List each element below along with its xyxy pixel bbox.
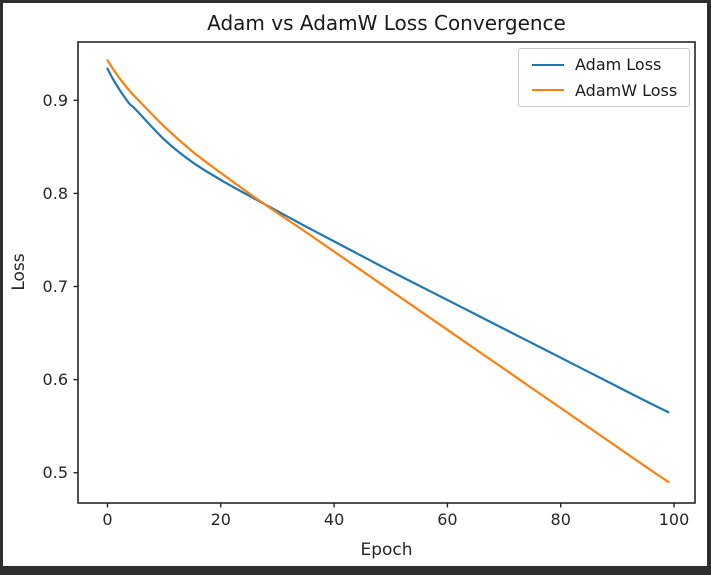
series-line-adam-loss [106,67,670,414]
x-tick-label: 20 [211,510,231,529]
x-tick-label: 60 [437,510,457,529]
figure-canvas: 0 20 40 60 80 100 0.5 0.6 0.7 0.8 0.9 Adam vs Adam… [3,3,707,566]
legend-entry: AdamW Loss [519,78,689,102]
x-tick-label: 80 [551,510,571,529]
y-tick-label: 0.7 [43,277,68,296]
y-axis-label: Loss [9,253,29,291]
axes-spines [77,41,696,504]
x-tick-label: 0 [102,510,112,529]
y-tick-label: 0.8 [43,184,68,203]
y-tick-label: 0.5 [43,463,68,482]
chart-title: Adam vs AdamW Loss Convergence [207,11,566,35]
x-axis-label: Epoch [360,540,413,560]
x-tick-label: 100 [659,510,690,529]
y-tick-label: 0.6 [43,370,68,389]
plot-area: 0 20 40 60 80 100 0.5 0.6 0.7 0.8 0.9 [43,41,696,529]
legend-label: AdamW Loss [575,80,678,100]
legend-entry: Adam Loss [519,53,689,77]
legend-line-sample [532,89,564,92]
legend-line-sample [532,63,564,66]
series-line-adamw-loss [106,59,670,484]
legend-label: Adam Loss [575,55,662,75]
legend: Adam Loss AdamW Loss [518,48,690,107]
y-tick-label: 0.9 [43,91,68,110]
x-tick-label: 40 [324,510,344,529]
